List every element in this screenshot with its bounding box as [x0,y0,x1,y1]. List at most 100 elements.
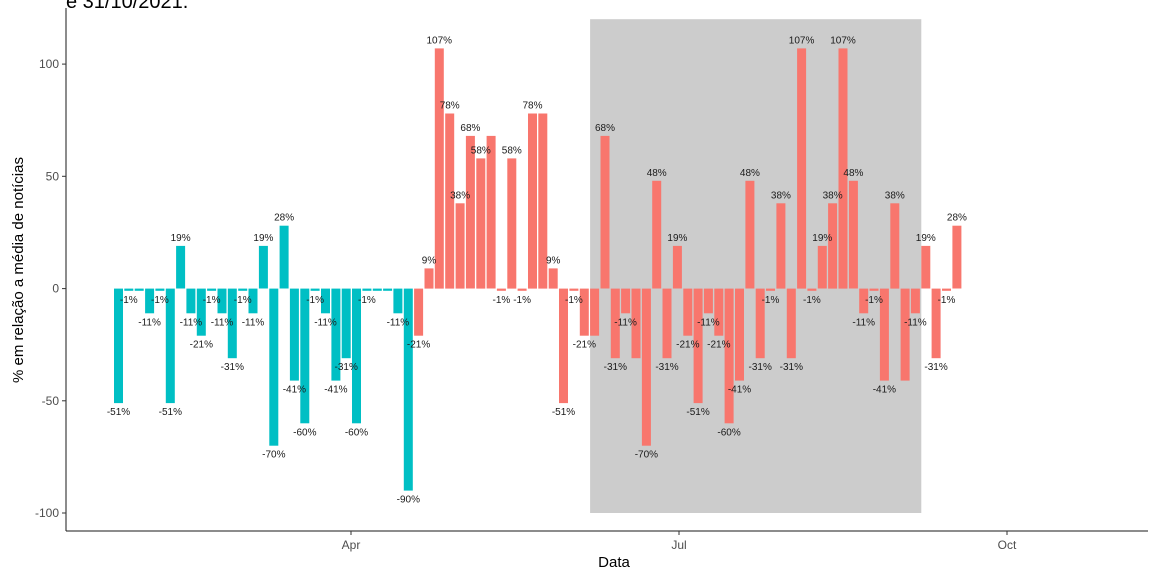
bar-2021-06-13 [942,288,951,291]
bar-2021-05-21 [714,288,724,336]
data-label-2021-04-28: -51% [552,407,575,418]
bar-2021-05-01 [579,288,589,336]
data-label-2021-06-13: -1% [938,295,956,306]
x-axis-title: Data [598,554,630,570]
bar-2021-05-08 [610,288,620,359]
data-label-2021-05-05: 68% [595,123,615,134]
bar-2021-03-05 [352,288,361,424]
data-label-2021-05-28: -31% [780,362,803,373]
data-label-2021-05-30: -1% [803,295,821,306]
y-ticks-layer: -100 -50 0 50 100 [35,57,66,520]
bar-2021-01-28 [134,288,144,291]
bar-2021-05-26 [766,288,775,291]
data-label-2021-05-27: 38% [771,190,791,201]
bar-2021-02-19 [279,225,289,289]
data-label-2021-02-18: -70% [262,450,285,461]
bar-2021-04-28 [559,288,568,404]
data-label-2021-04-24: -1% [513,295,531,306]
data-label-2021-04-22: -1% [493,295,511,306]
data-label-2021-05-20: -11% [697,317,720,328]
bar-2021-05-29 [797,48,807,289]
data-label-2021-05-19: -51% [686,407,709,418]
bar-2021-03-09 [383,288,393,291]
data-label-2021-05-09: -11% [614,317,637,328]
bar-2021-02-06 [186,288,196,314]
bar-2021-04-23 [507,158,517,289]
data-label-2021-06-01: 38% [823,190,843,201]
data-label-2021-05-21: -21% [707,340,730,351]
bar-2021-02-18 [269,288,279,446]
bar-2021-04-25 [528,113,537,289]
bar-2021-05-28 [786,288,796,359]
data-label-2021-04-23: 58% [502,145,522,156]
figure-caption-fragment: e 31/10/2021. [66,0,189,13]
bar-2021-02-04 [165,288,175,404]
data-label-2021-05-01: -21% [573,340,596,351]
axes-layer [65,8,1148,532]
data-label-2021-02-10: -11% [211,317,234,328]
bar-2021-06-07 [890,203,900,289]
bar-2021-02-22 [300,288,310,424]
data-label-2021-03-03: -31% [335,362,358,373]
data-label-2021-04-19: 68% [460,123,480,134]
data-label-2021-04-20: 58% [471,145,491,156]
data-label-2021-02-02: -1% [151,295,169,306]
data-label-2021-04-27: 9% [546,255,561,266]
data-label-2021-02-01: -11% [138,317,161,328]
bar-2021-04-26 [538,113,548,289]
data-label-2021-03-05: -60% [345,427,368,438]
bar-2021-04-24 [517,288,527,291]
data-label-2021-02-27: -41% [324,385,347,396]
bar-2021-02-09 [207,288,217,291]
bar-2021-02-25 [321,288,330,314]
bar-2021-04-16 [434,48,444,289]
bar-2021-04-20 [476,158,486,289]
bar-2021-06-01 [828,203,838,289]
data-label-2021-02-04: -51% [159,407,182,418]
bar-2021-02-15 [248,288,258,314]
data-label-2021-04-18: 38% [450,190,470,201]
data-label-2021-05-29: 107% [789,35,815,46]
bar-2021-05-12 [652,180,662,289]
data-label-2021-03-11: -11% [387,317,410,328]
bar-2021-06-11 [921,245,931,289]
bar-2021-04-22 [496,288,506,291]
data-label-2021-06-14: 28% [947,213,967,224]
data-label-2021-05-23: -41% [728,385,751,396]
data-label-2021-04-16: 107% [427,35,453,46]
bar-2021-06-05 [869,288,879,291]
bar-2021-05-05 [600,135,610,289]
highlight-band [590,19,922,513]
bar-2021-02-21 [289,288,299,381]
data-label-2021-05-18: -21% [676,340,699,351]
data-label-2021-03-06: -1% [358,295,376,306]
data-label-2021-05-13: -31% [655,362,678,373]
data-label-2021-05-12: 48% [647,168,667,179]
bar-2021-03-06 [362,288,372,291]
bar-2021-06-09 [910,288,920,314]
data-label-2021-04-14: -21% [407,340,430,351]
bar-2021-05-31 [817,245,827,289]
bar-2021-05-09 [621,288,631,314]
bar-2021-06-04 [859,288,869,314]
data-label-2021-05-08: -31% [604,362,627,373]
data-label-2021-06-06: -41% [873,385,896,396]
bar-2021-02-10 [217,288,227,314]
x-tick-label: Oct [998,538,1017,552]
bar-2021-04-15 [424,268,434,289]
bar-2021-02-13 [238,288,248,291]
bar-2021-04-29 [569,288,579,291]
data-label-2021-02-21: -41% [283,385,306,396]
bar-2021-03-07 [372,288,382,291]
data-label-2021-02-25: -11% [314,317,337,328]
data-label-2021-06-03: 48% [843,168,863,179]
bar-2021-05-10 [631,288,641,359]
bar-2021-05-19 [693,288,703,404]
data-label-2021-02-08: -21% [190,340,213,351]
data-label-2021-04-15: 9% [422,255,437,266]
bar-2021-05-22 [724,288,734,424]
bars-layer [114,48,962,491]
data-label-2021-02-06: -11% [180,317,203,328]
data-label-2021-06-09: -11% [904,317,927,328]
